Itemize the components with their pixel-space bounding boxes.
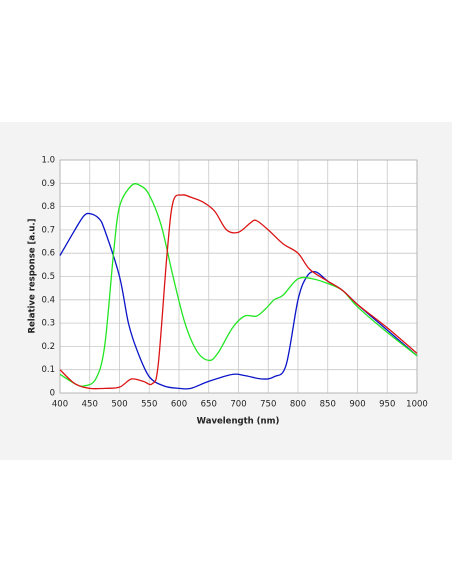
y-tick-label: 1.0 bbox=[41, 156, 55, 166]
x-tick-label: 500 bbox=[111, 400, 127, 410]
x-tick-label: 800 bbox=[290, 400, 306, 410]
y-tick-label: 0.3 bbox=[41, 319, 55, 329]
x-tick-label: 450 bbox=[82, 400, 98, 410]
y-tick-label: 0.2 bbox=[41, 342, 55, 352]
y-tick-label: 0.8 bbox=[41, 202, 55, 212]
y-tick-label: 0.9 bbox=[41, 179, 55, 189]
series-line bbox=[59, 194, 418, 390]
y-tick-label: 0.6 bbox=[41, 249, 55, 259]
y-tick-label: 0.5 bbox=[41, 272, 55, 282]
y-tick-label: 0.1 bbox=[41, 365, 55, 375]
y-tick-label: 0 bbox=[50, 389, 55, 399]
x-tick-label: 950 bbox=[379, 400, 395, 410]
series-line bbox=[59, 183, 418, 387]
x-tick-label: 550 bbox=[141, 400, 157, 410]
x-tick-label: 650 bbox=[201, 400, 217, 410]
y-tick-label: 0.7 bbox=[41, 225, 55, 235]
x-tick-label: 900 bbox=[349, 400, 365, 410]
y-tick-label: 0.4 bbox=[41, 295, 55, 305]
y-axis-title: Relative response [a.u.] bbox=[28, 218, 38, 333]
x-tick-label: 400 bbox=[52, 400, 68, 410]
x-tick-label: 600 bbox=[171, 400, 187, 410]
x-tick-label: 750 bbox=[260, 400, 276, 410]
x-axis-title: Wavelength (nm) bbox=[197, 417, 280, 427]
x-tick-label: 850 bbox=[320, 400, 336, 410]
plot-border bbox=[59, 159, 418, 394]
series-line bbox=[59, 212, 418, 390]
x-tick-label: 700 bbox=[230, 400, 246, 410]
x-tick-label: 1000 bbox=[406, 400, 428, 410]
